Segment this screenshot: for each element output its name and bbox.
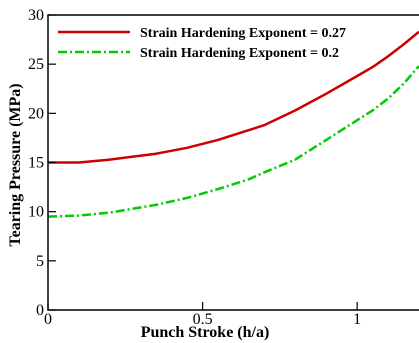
x-tick-label: 0.5 (193, 311, 213, 328)
series-layer (47, 30, 419, 218)
x-tick-label: 0 (44, 311, 52, 328)
legend-label-1: Strain Hardening Exponent = 0.27 (140, 26, 346, 41)
legend-label-2: Strain Hardening Exponent = 0.2 (140, 46, 339, 61)
y-tick-label: 0 (36, 302, 44, 319)
y-tick-label: 10 (28, 204, 44, 221)
y-tick-label: 30 (28, 7, 44, 24)
legend: Strain Hardening Exponent = 0.27 Strain H… (58, 26, 346, 61)
y-tick-label: 20 (28, 105, 44, 122)
ticks-layer: 0 5 10 15 20 25 30 0 0.5 1 (28, 7, 361, 328)
y-tick-label: 25 (28, 56, 44, 73)
series-line-2 (47, 65, 419, 218)
x-axis-title: Punch Stroke (h/a) (141, 324, 270, 341)
series-line-1 (48, 30, 419, 164)
y-tick-label: 5 (36, 253, 44, 270)
x-tick-label: 1 (353, 311, 361, 328)
y-axis-title: Tearing Pressure (MPa) (7, 83, 24, 246)
y-tick-label: 15 (28, 155, 44, 172)
